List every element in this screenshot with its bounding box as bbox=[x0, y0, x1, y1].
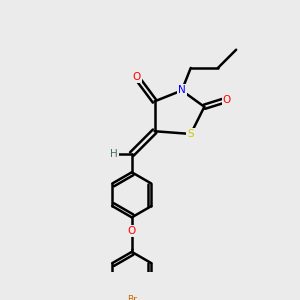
Text: Br: Br bbox=[127, 295, 137, 300]
Text: O: O bbox=[128, 226, 136, 236]
Text: O: O bbox=[132, 72, 140, 82]
Text: O: O bbox=[223, 95, 231, 105]
Text: S: S bbox=[188, 129, 194, 139]
Text: N: N bbox=[178, 85, 186, 95]
Text: H: H bbox=[110, 149, 118, 159]
